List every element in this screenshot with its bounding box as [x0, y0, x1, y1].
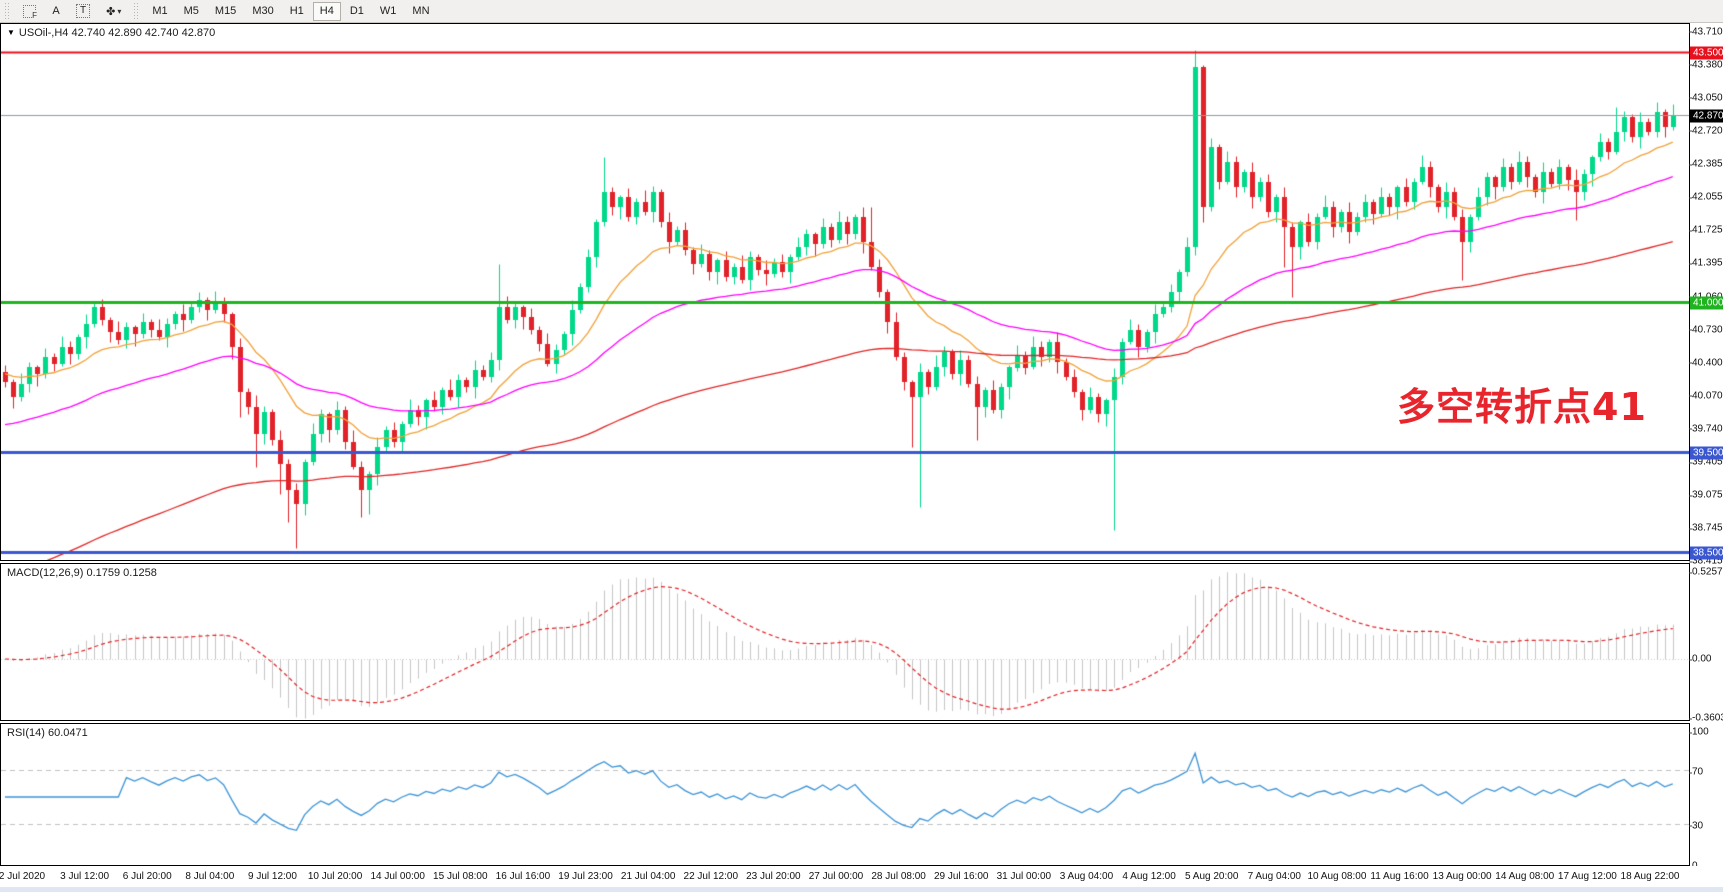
- time-label: 5 Aug 20:00: [1184, 871, 1239, 882]
- time-label: 17 Aug 12:00: [1557, 871, 1617, 882]
- price-tick-label: 40.400: [1689, 357, 1723, 368]
- macd-name: MACD(12,26,9): [7, 567, 84, 579]
- time-label: 3 Aug 04:00: [1059, 871, 1114, 882]
- dropdown-caret-icon: ▾: [117, 6, 122, 16]
- rsi-panel: RSI(14) 60.0471: [0, 723, 1690, 866]
- time-label: 14 Aug 08:00: [1495, 871, 1555, 882]
- time-axis[interactable]: 2 Jul 2020 3 Jul 12:00 6 Jul 20:00 8 Jul 04…: [0, 866, 1723, 892]
- timeframe-button-mn[interactable]: MN: [412, 5, 430, 17]
- time-label: 10 Jul 20:00: [307, 871, 363, 882]
- time-label: 27 Jul 00:00: [808, 871, 864, 882]
- chart-title: ▼ USOil-,H4 42.740 42.890 42.740 42.870: [7, 27, 215, 39]
- drawing-tools-icon: ✤: [106, 5, 116, 18]
- price-tick-label: 41.725: [1689, 224, 1723, 236]
- time-label: 8 Jul 04:00: [185, 871, 235, 882]
- time-label: 21 Jul 04:00: [620, 871, 676, 882]
- timeframe-button-m15[interactable]: M15: [214, 5, 237, 17]
- rsi-value: 60.0471: [47, 727, 88, 739]
- price-tick-label: 43.050: [1689, 92, 1723, 103]
- time-label: 4 Aug 12:00: [1122, 871, 1176, 882]
- current-price-badge: 42.870: [1690, 109, 1723, 122]
- rsi-label: RSI(14) 60.0471: [7, 727, 88, 739]
- macd-axis-label: 0.5257: [1689, 566, 1723, 578]
- rsi-axis-label: 30: [1688, 820, 1704, 832]
- macd-axis-label: 0.00: [1688, 653, 1712, 665]
- time-label: 9 Jul 12:00: [247, 871, 297, 882]
- drawing-tools-button[interactable]: ✤ ▾: [99, 2, 128, 21]
- price-tick-label: 42.055: [1689, 191, 1723, 203]
- price-chart-canvas[interactable]: [1, 24, 1689, 560]
- macd-axis-label: -0.3603: [1689, 713, 1723, 724]
- time-label: 22 Jul 12:00: [683, 871, 739, 882]
- timeframe-button-h1[interactable]: H1: [289, 5, 304, 17]
- grid-f-icon: F: [23, 4, 37, 20]
- time-label: 6 Jul 20:00: [122, 871, 172, 882]
- toolbar-drag-handle-2[interactable]: [133, 3, 141, 19]
- price-tick-label: 42.720: [1689, 125, 1723, 136]
- chart-toolbar: F A T ✤ ▾ M1 M5 M15 M30 H1 H4 D1 W1 MN: [0, 0, 1723, 23]
- chinese-annotation: 多空转折点41: [1397, 385, 1647, 429]
- price-tick-label: 40.730: [1689, 324, 1723, 335]
- toolbar-drag-handle[interactable]: [4, 3, 11, 19]
- font-tool-button[interactable]: A: [52, 5, 60, 17]
- price-tick-label: 43.380: [1689, 59, 1723, 70]
- timeframe-button-m5[interactable]: M5: [183, 5, 199, 17]
- time-label: 3 Jul 12:00: [60, 871, 110, 882]
- time-label: 11 Aug 16:00: [1370, 871, 1429, 882]
- price-tick-label: 43.710: [1689, 26, 1723, 37]
- chart-templates-icon[interactable]: F: [16, 2, 43, 21]
- text-label-tool-button[interactable]: T: [69, 2, 97, 21]
- price-scale[interactable]: 43.710 43.380 43.050 42.720 42.385 42.055 41.7…: [1688, 23, 1723, 872]
- macd-label: MACD(12,26,9) 0.1759 0.1258: [7, 567, 157, 579]
- time-label: 28 Jul 08:00: [871, 871, 926, 882]
- time-label: 15 Jul 08:00: [433, 871, 488, 882]
- price-tick-label: 39.075: [1689, 489, 1723, 501]
- chart-ohlc: 42.740 42.890 42.740 42.870: [71, 27, 216, 39]
- price-chart-panel: ▼ USOil-,H4 42.740 42.890 42.740 42.870 多…: [0, 23, 1690, 561]
- timeframe-button-w1[interactable]: W1: [379, 5, 397, 17]
- time-label: 10 Aug 08:00: [1307, 871, 1367, 882]
- hline-badge-38.500: 38.500: [1690, 546, 1723, 559]
- rsi-canvas[interactable]: [1, 724, 1689, 865]
- time-label: 18 Aug 22:00: [1620, 871, 1680, 882]
- time-label: 13 Aug 00:00: [1432, 871, 1492, 882]
- rsi-axis-label: 100: [1689, 726, 1709, 738]
- rsi-name: RSI(14): [7, 727, 45, 739]
- timeframe-button-m30[interactable]: M30: [252, 5, 274, 17]
- bottom-strip: [0, 887, 1723, 892]
- time-label: 19 Jul 23:00: [558, 871, 613, 882]
- text-box-icon: T: [76, 4, 91, 18]
- price-tick-label: 42.385: [1689, 158, 1723, 170]
- hline-badge-43.500: 43.500: [1690, 46, 1723, 59]
- price-tick-label: 39.740: [1689, 423, 1723, 434]
- macd-values: 0.1759 0.1258: [86, 567, 157, 579]
- rsi-axis-label: 70: [1688, 766, 1704, 778]
- price-tick-label: 41.395: [1689, 257, 1723, 269]
- hline-badge-39.500: 39.500: [1690, 446, 1723, 459]
- timeframe-button-m1[interactable]: M1: [152, 5, 168, 17]
- collapse-arrow-icon[interactable]: ▼: [7, 28, 15, 37]
- time-label: 16 Jul 16:00: [495, 871, 551, 882]
- time-label: 29 Jul 16:00: [933, 871, 989, 882]
- timeframe-button-d1[interactable]: D1: [349, 5, 364, 17]
- time-label: 23 Jul 20:00: [746, 871, 801, 882]
- timeframe-buttons: M1 M5 M15 M30 H1 H4 D1 W1 MN: [144, 1, 437, 21]
- macd-panel: MACD(12,26,9) 0.1759 0.1258: [0, 563, 1690, 721]
- time-label: 31 Jul 00:00: [996, 871, 1052, 882]
- time-label: 14 Jul 00:00: [370, 871, 425, 882]
- price-tick-label: 38.745: [1689, 522, 1723, 534]
- chart-symbol: USOil-,H4: [18, 27, 69, 39]
- price-tick-label: 38.415: [1689, 555, 1723, 567]
- timeframe-button-h4[interactable]: H4: [312, 1, 341, 21]
- hline-badge-41.000: 41.000: [1690, 296, 1723, 309]
- price-tick-label: 40.070: [1689, 390, 1723, 401]
- time-label: 7 Aug 04:00: [1247, 871, 1301, 882]
- macd-canvas[interactable]: [1, 564, 1689, 720]
- time-label: 2 Jul 2020: [0, 871, 46, 882]
- price-tick-label: 39.405: [1689, 456, 1723, 468]
